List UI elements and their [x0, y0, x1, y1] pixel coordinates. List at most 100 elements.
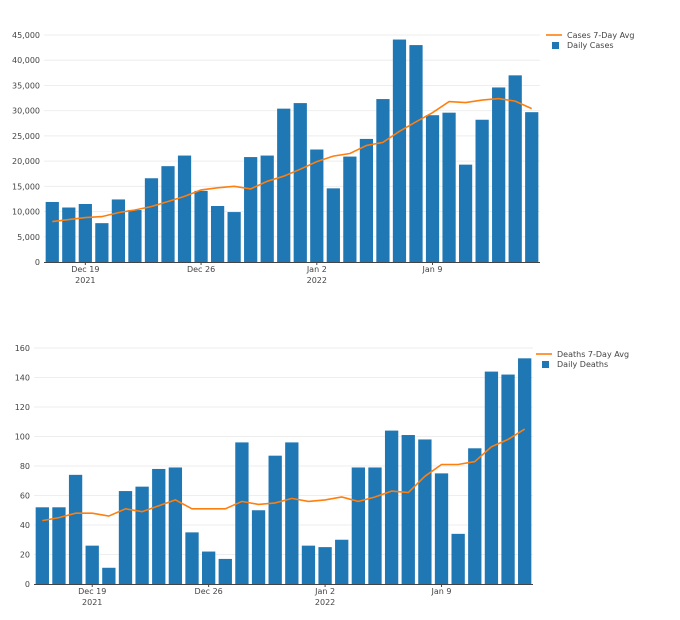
x-tick-label: Dec 26 — [195, 587, 223, 596]
bar — [376, 99, 390, 262]
x-tick-label: Jan 9 — [431, 587, 452, 596]
bar — [268, 455, 282, 584]
bar — [409, 45, 423, 262]
x-tick-label: Dec 26 — [187, 265, 215, 274]
y-tick-label: 10,000 — [12, 208, 40, 217]
bar — [218, 558, 232, 584]
x-tick-label: Jan 2 — [306, 265, 327, 274]
y-tick-label: 35,000 — [12, 81, 40, 90]
y-tick-label: 140 — [15, 374, 30, 383]
bar — [484, 371, 499, 584]
y-tick-label: 40,000 — [12, 56, 40, 65]
bar — [285, 442, 299, 584]
bar — [451, 533, 465, 584]
bar — [351, 467, 366, 584]
y-tick-label: 0 — [25, 580, 30, 589]
bar — [144, 178, 159, 262]
y-tick-label: 20 — [20, 551, 30, 560]
legend-label: Deaths 7-Day Avg — [557, 350, 629, 359]
y-tick-label: 20,000 — [12, 157, 40, 166]
bar — [85, 545, 99, 584]
bar — [185, 532, 199, 584]
bar — [392, 39, 407, 262]
bar — [293, 103, 307, 262]
bar — [260, 155, 274, 262]
bar — [335, 539, 349, 584]
bar — [102, 567, 116, 584]
bar — [135, 486, 149, 584]
bar — [310, 149, 324, 262]
bar — [227, 212, 241, 262]
y-tick-label: 25,000 — [12, 132, 40, 141]
bar — [194, 190, 208, 262]
legend-label: Cases 7-Day Avg — [567, 31, 634, 40]
y-tick-label: 5,000 — [17, 233, 40, 242]
y-tick-label: 0 — [35, 258, 40, 267]
bar — [62, 207, 76, 262]
y-tick-label: 60 — [20, 492, 30, 501]
bar — [210, 206, 225, 262]
bar — [434, 473, 449, 584]
y-tick-label: 40 — [20, 521, 30, 530]
bar — [401, 435, 415, 584]
x-tick-label: Jan 9 — [422, 265, 443, 274]
bar — [301, 545, 316, 584]
bar — [45, 201, 59, 262]
bar — [468, 448, 482, 584]
bar — [161, 166, 175, 262]
bar — [518, 358, 532, 584]
bar — [118, 491, 133, 584]
y-tick-label: 45,000 — [12, 31, 40, 40]
x-tick-year: 2021 — [82, 598, 102, 607]
bar — [475, 119, 489, 262]
bar — [458, 164, 473, 262]
bar — [235, 442, 249, 584]
bar — [326, 188, 340, 262]
y-tick-label: 80 — [20, 462, 30, 471]
bar — [368, 467, 382, 584]
bar — [492, 87, 506, 262]
bar — [277, 108, 291, 262]
bar — [384, 430, 399, 584]
bar — [95, 223, 109, 262]
bar — [343, 156, 357, 262]
bar — [508, 75, 522, 262]
avg-line — [42, 428, 526, 522]
chart-2: 0 20 40 60 80 100 120 140 160 Dec 19 2021 Dec 26 Jan… — [15, 344, 629, 607]
bar — [152, 468, 166, 584]
chart-1: 0 5,000 10,000 15,000 20,000 25,000 30,000 35,0… — [12, 31, 634, 285]
legend-label: Daily Cases — [567, 41, 614, 50]
y-tick-label: 15,000 — [12, 182, 40, 191]
legend-bar-swatch — [552, 42, 559, 49]
bar — [525, 112, 539, 263]
x-tick-label: Dec 19 — [78, 587, 106, 596]
bar — [359, 138, 374, 262]
bar — [68, 474, 83, 584]
y-tick-label: 160 — [15, 344, 30, 353]
bar — [168, 467, 183, 584]
x-tick-label: Dec 19 — [71, 265, 99, 274]
bar — [442, 112, 456, 262]
bar — [501, 374, 515, 584]
bar — [128, 210, 142, 262]
y-tick-label: 100 — [15, 433, 30, 442]
bar — [78, 203, 92, 262]
bar — [318, 547, 332, 584]
bar — [35, 507, 49, 584]
x-tick-year: 2022 — [315, 598, 335, 607]
bar — [52, 507, 66, 584]
bar — [111, 199, 126, 262]
x-tick-year: 2021 — [75, 276, 95, 285]
avg-line — [52, 97, 533, 223]
x-tick-year: 2022 — [307, 276, 327, 285]
x-tick-label: Jan 2 — [314, 587, 335, 596]
bar — [244, 157, 258, 262]
legend-bar-swatch — [542, 361, 549, 368]
legend-label: Daily Deaths — [557, 360, 608, 369]
bar — [418, 439, 432, 584]
y-tick-label: 30,000 — [12, 107, 40, 116]
bar — [425, 115, 440, 262]
